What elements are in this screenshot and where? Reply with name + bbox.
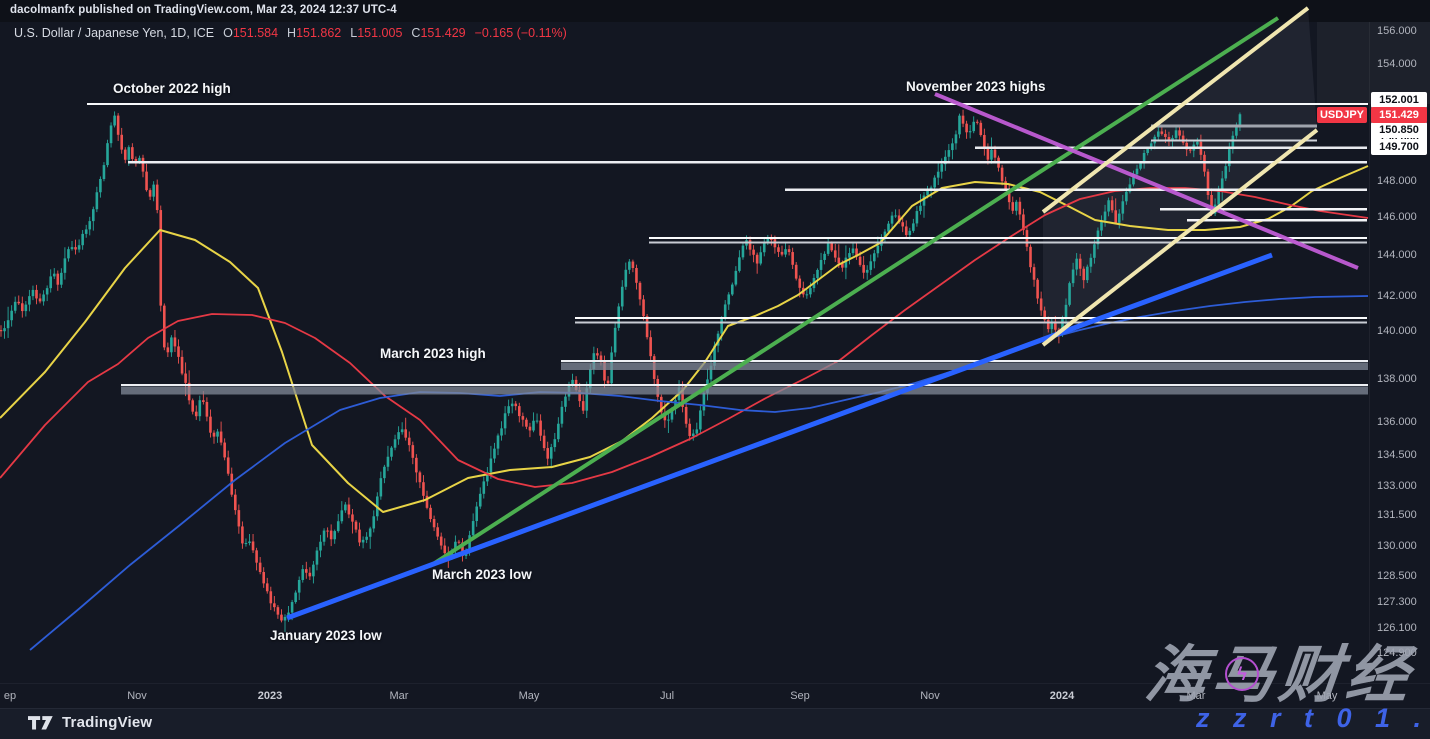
annotation-label: November 2023 highs	[906, 79, 1046, 94]
x-axis-tick: Mar	[1186, 690, 1206, 702]
trendlines-layer	[286, 6, 1359, 621]
y-axis-tick: 126.100	[1377, 622, 1417, 634]
ma-fast-yellow	[0, 165, 1369, 513]
y-axis-tick: 136.000	[1377, 416, 1417, 428]
channel-upper-cream[interactable]	[1041, 6, 1310, 214]
ohlc-field-O: O151.584	[223, 26, 279, 40]
y-axis-tick: 148.000	[1377, 175, 1417, 187]
tradingview-logo-text: TradingView	[62, 714, 153, 731]
watermark-domain: z z r t 0 1 . c n	[1196, 703, 1430, 733]
symbol-legend: U.S. Dollar / Japanese Yen, 1D, ICE O151…	[14, 26, 567, 40]
downtrend-purple[interactable]	[934, 92, 1359, 270]
y-axis-tick: 138.000	[1377, 373, 1417, 385]
x-axis-tick: May	[518, 690, 540, 702]
y-axis-tick: 131.500	[1377, 509, 1417, 521]
price-badge-149.700: 149.700	[1371, 139, 1427, 155]
bottom-toolbar: TradingView	[0, 708, 1430, 739]
y-axis-tick: 140.000	[1377, 325, 1417, 337]
publish-header: dacolmanfx published on TradingView.com,…	[0, 0, 1430, 22]
axis-corner-highlight	[1317, 22, 1430, 104]
tradingview-logo-icon	[28, 715, 53, 729]
y-axis-tick: 144.000	[1377, 249, 1417, 261]
levels-layer	[87, 103, 1368, 395]
channel-lower-cream[interactable]	[1041, 128, 1319, 347]
support-blue[interactable]	[286, 252, 1273, 621]
annotation-label: March 2023 low	[432, 567, 532, 582]
symbol-title[interactable]: U.S. Dollar / Japanese Yen, 1D, ICE	[14, 26, 215, 40]
lightning-bolt-icon: ϟ	[1225, 657, 1259, 691]
x-axis-tick: Mar	[389, 690, 409, 702]
ohlc-values: O151.584 H151.862 L151.005 C151.429	[223, 26, 466, 40]
x-axis-tick: Nov	[920, 690, 940, 702]
ascending-channel-fill	[1043, 8, 1317, 345]
y-axis-tick: 154.000	[1377, 58, 1417, 70]
symbol-price-tag: USDJPY	[1317, 107, 1367, 123]
x-axis-tick: May	[1316, 690, 1338, 702]
long-uptrend-green[interactable]	[428, 16, 1280, 568]
y-axis-tick: 146.000	[1377, 211, 1417, 223]
candles-layer	[0, 109, 1242, 632]
x-axis-tick: Jul	[659, 690, 675, 702]
x-axis-tick: 2023	[257, 690, 283, 702]
x-axis-tick: ep	[3, 690, 17, 702]
y-axis-tick: 124.900	[1377, 647, 1417, 659]
ohlc-field-C: C151.429	[411, 26, 466, 40]
price-badge-152.001: 152.001	[1371, 92, 1427, 108]
ma-slow-blue	[29, 295, 1369, 651]
y-axis-tick: 133.000	[1377, 480, 1417, 492]
ohlc-field-H: H151.862	[287, 26, 342, 40]
y-axis-tick: 134.500	[1377, 449, 1417, 461]
publish-attribution: dacolmanfx published on TradingView.com,…	[10, 4, 397, 16]
change-value: −0.165 (−0.11%)	[474, 26, 567, 40]
ohlc-field-L: L151.005	[350, 26, 403, 40]
y-axis-tick: 127.300	[1377, 596, 1417, 608]
x-axis-tick: Nov	[127, 690, 147, 702]
price-axis-separator	[1369, 22, 1370, 683]
tradingview-logo[interactable]: TradingView	[28, 714, 152, 731]
x-axis-tick: 2024	[1049, 690, 1075, 702]
zone-band-137.50	[121, 386, 1368, 395]
y-axis-tick: 128.500	[1377, 570, 1417, 582]
channel-fill-layer	[1043, 8, 1317, 345]
watermark-cjk: 海马财经	[1141, 641, 1417, 710]
annotation-label: January 2023 low	[270, 628, 382, 643]
annotation-label: October 2022 high	[113, 81, 231, 96]
annotation-label: March 2023 high	[380, 346, 486, 361]
price-badge-150.850: 150.850	[1371, 122, 1427, 138]
y-axis-tick: 142.000	[1377, 290, 1417, 302]
x-axis-tick: Sep	[790, 690, 810, 702]
price-badge-151.429: 151.429	[1371, 107, 1427, 123]
y-axis-tick: 156.000	[1377, 25, 1417, 37]
time-axis-separator	[0, 683, 1430, 684]
y-axis-tick: 130.000	[1377, 540, 1417, 552]
